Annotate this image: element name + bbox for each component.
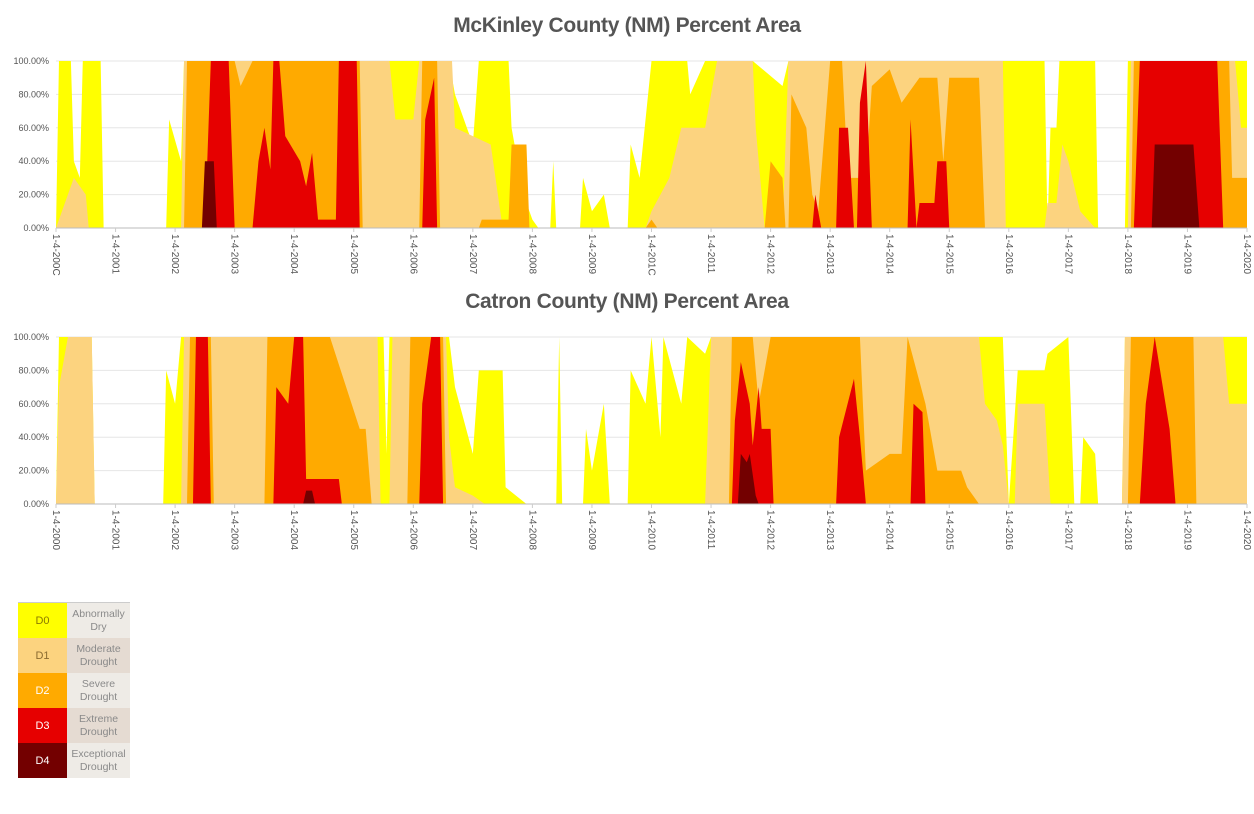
- y-tick-label: 60.00%: [18, 123, 49, 133]
- legend-label: Exceptional Drought: [67, 743, 130, 778]
- y-tick-label: 20.00%: [18, 190, 49, 200]
- x-tick-label: 1-4-2007: [467, 510, 478, 550]
- legend-item: D4 Exceptional Drought: [18, 743, 130, 778]
- legend-item: D0 Abnormally Dry: [18, 603, 130, 638]
- y-tick-label: 20.00%: [18, 466, 49, 476]
- y-tick-label: 100.00%: [13, 332, 49, 342]
- x-tick-label: 1-4-2013: [824, 234, 835, 274]
- y-tick-label: 100.00%: [13, 56, 49, 66]
- legend-swatch-d0: D0: [18, 603, 67, 638]
- y-tick-label: 80.00%: [18, 89, 49, 99]
- legend-label: Abnormally Dry: [67, 603, 130, 638]
- y-tick-label: 0.00%: [23, 223, 49, 233]
- x-tick-label: 1-4-2005: [348, 234, 359, 274]
- x-tick-label: 1-4-2009: [586, 510, 597, 550]
- legend-label: Extreme Drought: [67, 708, 130, 743]
- y-tick-label: 40.00%: [18, 156, 49, 166]
- chart-title: McKinley County (NM) Percent Area: [453, 14, 801, 37]
- area-series-d3: [204, 61, 1224, 228]
- x-tick-label: 1-4-2018: [1122, 510, 1133, 550]
- x-tick-label: 1-4-2008: [526, 510, 537, 550]
- y-tick-label: 0.00%: [23, 499, 49, 509]
- legend-label: Moderate Drought: [67, 638, 130, 673]
- legend-label: Severe Drought: [67, 673, 130, 708]
- x-tick-label: 1-4-2003: [229, 234, 240, 274]
- x-tick-label: 1-4-2012: [765, 234, 776, 274]
- y-tick-label: 60.00%: [18, 399, 49, 409]
- x-tick-label: 1-4-2020: [1241, 510, 1252, 550]
- x-tick-label: 1-4-2019: [1181, 510, 1192, 550]
- x-tick-label: 1-4-200C: [50, 234, 61, 276]
- legend-item: D2 Severe Drought: [18, 673, 130, 708]
- x-tick-label: 1-4-2009: [586, 234, 597, 274]
- x-tick-label: 1-4-2005: [348, 510, 359, 550]
- x-tick-label: 1-4-2011: [705, 234, 716, 274]
- x-tick-label: 1-4-2016: [1003, 510, 1014, 550]
- legend-swatch-d4: D4: [18, 743, 67, 778]
- x-tick-label: 1-4-2018: [1122, 234, 1133, 274]
- x-tick-label: 1-4-2003: [229, 510, 240, 550]
- x-tick-label: 1-4-2020: [1241, 234, 1252, 274]
- x-tick-label: 1-4-2014: [884, 234, 895, 274]
- legend: D0 Abnormally Dry D1 Moderate Drought D2 Seve…: [18, 602, 130, 778]
- x-tick-label: 1-4-2004: [288, 234, 299, 274]
- chart-title: Catron County (NM) Percent Area: [465, 290, 789, 313]
- x-tick-label: 1-4-2013: [824, 510, 835, 550]
- x-tick-label: 1-4-2016: [1003, 234, 1014, 274]
- chart-svg: 0.00% 20.00% 40.00% 60.00% 80.00% 100.00% 1-4-…: [13, 56, 1252, 276]
- y-tick-label: 80.00%: [18, 365, 49, 375]
- legend-item: D3 Extreme Drought: [18, 708, 130, 743]
- area-series-d3: [192, 337, 1176, 504]
- x-tick-label: 1-4-2006: [407, 234, 418, 274]
- x-tick-label: 1-4-2004: [288, 510, 299, 550]
- x-tick-label: 1-4-2015: [943, 510, 954, 550]
- x-tick-label: 1-4-2002: [169, 510, 180, 550]
- x-tick-label: 1-4-2017: [1062, 234, 1073, 274]
- x-tick-label: 1-4-2006: [407, 510, 418, 550]
- x-tick-label: 1-4-2007: [467, 234, 478, 274]
- x-tick-label: 1-4-2001: [110, 234, 121, 274]
- x-tick-label: 1-4-2015: [943, 234, 954, 274]
- x-tick-label: 1-4-2012: [765, 510, 776, 550]
- x-tick-label: 1-4-2014: [884, 510, 895, 550]
- x-tick-label: 1-4-2011: [705, 510, 716, 550]
- x-tick-label: 1-4-2000: [50, 510, 61, 550]
- legend-divider: [18, 602, 130, 603]
- legend-swatch-d3: D3: [18, 708, 67, 743]
- area-series-d2: [184, 61, 1248, 228]
- x-tick-label: 1-4-2001: [110, 510, 121, 550]
- chart-svg: 0.00% 20.00% 40.00% 60.00% 80.00% 100.00% 1-4-…: [13, 332, 1252, 550]
- legend-item: D1 Moderate Drought: [18, 638, 130, 673]
- x-tick-label: 1-4-2008: [526, 234, 537, 274]
- x-tick-label: 1-4-2010: [646, 510, 657, 550]
- legend-swatch-d2: D2: [18, 673, 67, 708]
- x-tick-label: 1-4-2017: [1062, 510, 1073, 550]
- legend-swatch-d1: D1: [18, 638, 67, 673]
- x-tick-label: 1-4-2019: [1181, 234, 1192, 274]
- y-tick-label: 40.00%: [18, 432, 49, 442]
- x-tick-label: 1-4-2002: [169, 234, 180, 274]
- x-tick-label: 1-4-201C: [646, 234, 657, 276]
